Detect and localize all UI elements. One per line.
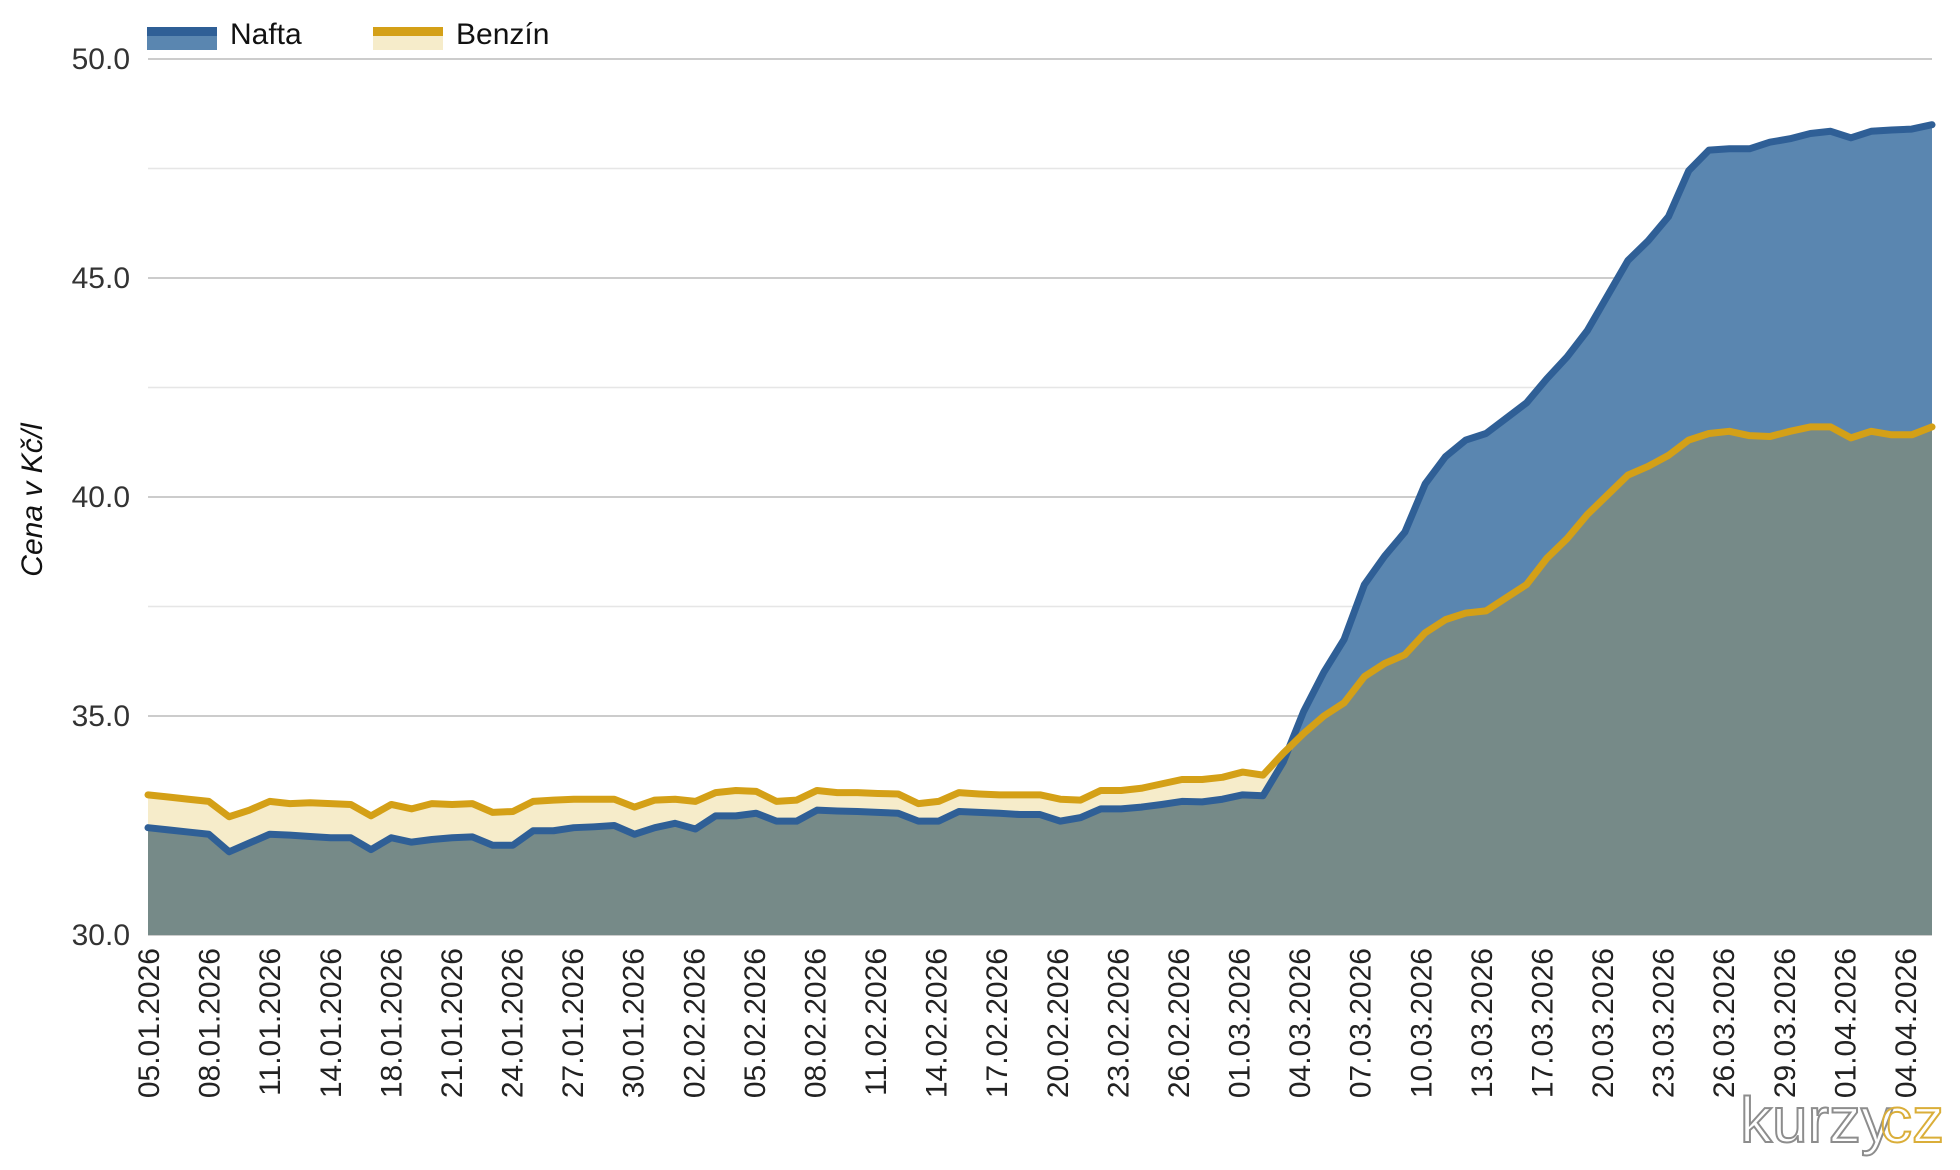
line-nafta <box>144 121 1936 856</box>
x-tick-label: 04.03.2026 <box>1284 948 1317 1098</box>
watermark-text-kurzy: kurzy <box>1740 1084 1893 1156</box>
x-tick-label: 27.01.2026 <box>557 948 590 1098</box>
y-tick-label: 50.0 <box>72 43 130 76</box>
x-tick-label: 01.04.2026 <box>1829 948 1862 1098</box>
legend-swatch-nafta-line <box>147 27 217 36</box>
x-tick-label: 30.01.2026 <box>618 948 651 1098</box>
series-areas <box>148 124 1932 935</box>
x-tick-label: 20.03.2026 <box>1587 948 1620 1098</box>
y-tick-label: 40.0 <box>72 481 130 514</box>
x-tick-label: 08.02.2026 <box>799 948 832 1098</box>
legend-label-nafta: Nafta <box>230 18 302 51</box>
y-tick-label: 30.0 <box>72 919 130 952</box>
x-tick-label: 21.01.2026 <box>436 948 469 1098</box>
x-tick-label: 08.01.2026 <box>194 948 227 1098</box>
x-axis: 05.01.2026 08.01.2026 11.01.2026 14.01.2026… <box>133 948 1923 1098</box>
x-tick-label: 23.02.2026 <box>1102 948 1135 1098</box>
y-tick-label: 45.0 <box>72 262 130 295</box>
x-tick-label: 29.03.2026 <box>1769 948 1802 1098</box>
legend-label-benzin: Benzín <box>456 18 549 51</box>
area-overlap <box>148 426 1932 935</box>
x-tick-label: 01.03.2026 <box>1224 948 1257 1098</box>
x-tick-label: 05.01.2026 <box>133 948 166 1098</box>
series-lines <box>144 121 1936 856</box>
line-benzin <box>144 423 1936 821</box>
y-axis: 30.0 35.0 40.0 45.0 50.0 <box>72 43 130 952</box>
x-tick-label: 14.01.2026 <box>315 948 348 1098</box>
x-tick-label: 02.02.2026 <box>678 948 711 1098</box>
watermark-logo: kurzy cz <box>1739 1083 1945 1157</box>
x-tick-label: 04.04.2026 <box>1890 948 1923 1098</box>
y-axis-label: Cena v Kč/l <box>16 422 49 577</box>
x-tick-label: 05.02.2026 <box>739 948 772 1098</box>
watermark-text-cz: cz <box>1880 1084 1944 1156</box>
x-tick-label: 18.01.2026 <box>375 948 408 1098</box>
legend-swatch-benzin-line <box>373 27 443 36</box>
x-tick-label: 10.03.2026 <box>1405 948 1438 1098</box>
x-tick-label: 24.01.2026 <box>497 948 530 1098</box>
legend-item-benzin[interactable]: Benzín <box>373 18 549 51</box>
x-tick-label: 11.01.2026 <box>254 948 287 1096</box>
x-tick-label: 13.03.2026 <box>1466 948 1499 1098</box>
y-tick-label: 35.0 <box>72 700 130 733</box>
x-tick-label: 07.03.2026 <box>1345 948 1378 1098</box>
x-tick-label: 26.03.2026 <box>1708 948 1741 1098</box>
x-tick-label: 14.02.2026 <box>921 948 954 1098</box>
x-tick-label: 17.03.2026 <box>1526 948 1559 1098</box>
legend-item-nafta[interactable]: Nafta <box>147 18 302 51</box>
x-tick-label: 26.02.2026 <box>1163 948 1196 1098</box>
x-tick-label: 23.03.2026 <box>1648 948 1681 1098</box>
legend: Nafta Benzín <box>147 18 549 51</box>
x-tick-label: 20.02.2026 <box>1042 948 1075 1098</box>
x-tick-label: 17.02.2026 <box>981 948 1014 1098</box>
x-tick-label: 11.02.2026 <box>860 948 893 1096</box>
